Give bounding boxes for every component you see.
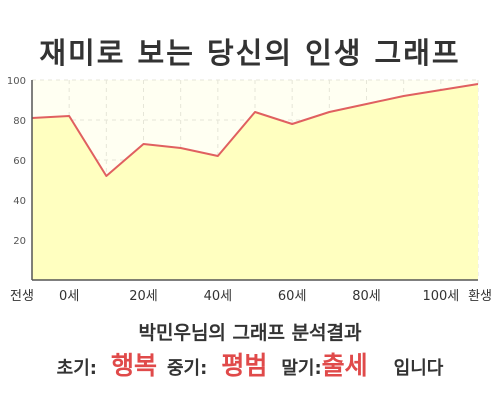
y-tick-label: 40	[13, 196, 26, 207]
x-tick-label: 전생	[10, 289, 34, 304]
middle-value: 평범	[221, 351, 268, 380]
result-heading: 박민우님의 그래프 분석결과	[138, 322, 362, 344]
ending-text: 입니다	[393, 358, 444, 379]
y-tick-label: 100	[7, 76, 26, 87]
early-label: 초기:	[56, 358, 97, 379]
chart-title: 재미로 보는 당신의 인생 그래프	[39, 36, 461, 70]
x-tick-label: 40세	[204, 289, 233, 304]
area-fill	[32, 84, 478, 280]
late-label: 말기:	[281, 358, 322, 379]
middle-label: 중기:	[166, 358, 208, 379]
series-line	[31, 83, 479, 177]
y-tick-labels: 20 40 60 80 100	[7, 76, 26, 247]
early-value: 행복	[110, 351, 157, 380]
x-tick-label: 20세	[129, 289, 158, 304]
y-tick-label: 20	[13, 236, 26, 247]
x-tick-labels: 전생 0세 20세 40세 60세 80세 100세 환생	[10, 289, 492, 304]
x-tick-label: 100세	[422, 289, 459, 304]
x-tick-label: 0세	[59, 289, 79, 304]
result-summary: 초기: 행복 중기: 평범 말기: 출세 입니다	[0, 346, 500, 382]
y-tick-label: 60	[13, 156, 26, 167]
axes	[31, 80, 478, 281]
late-value: 출세	[321, 351, 368, 380]
y-tick-label: 80	[13, 116, 26, 127]
x-tick-label: 80세	[352, 289, 381, 304]
x-tick-label: 환생	[468, 289, 492, 304]
x-tick-label: 60세	[278, 289, 307, 304]
